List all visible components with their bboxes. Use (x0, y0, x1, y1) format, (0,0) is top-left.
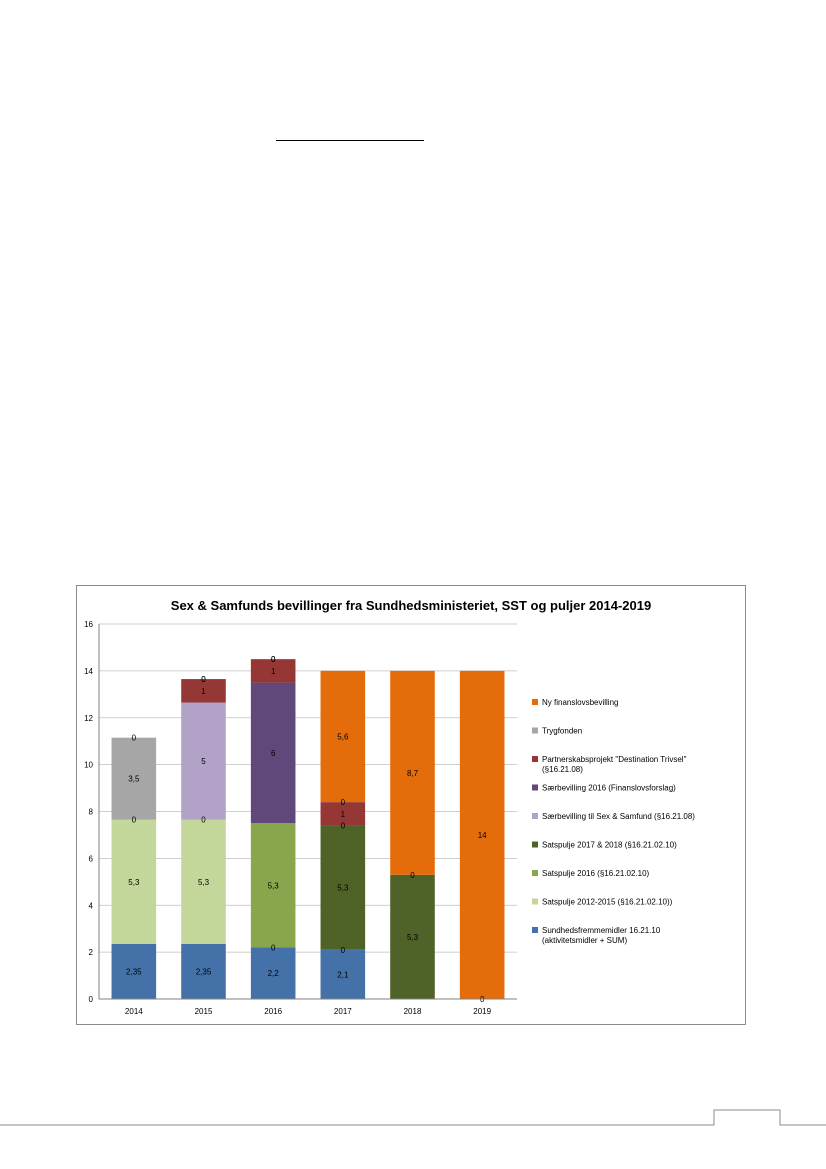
data-label: 0 (271, 943, 276, 952)
legend-swatch (532, 699, 538, 705)
bar-segment (250, 659, 296, 683)
legend-swatch (532, 756, 538, 762)
bar-segment (320, 825, 366, 950)
data-label: 5,3 (337, 884, 349, 893)
bar-segment (111, 943, 157, 999)
data-label: 0 (201, 816, 206, 825)
y-tick-label: 12 (84, 714, 93, 723)
data-label: 1 (201, 687, 206, 696)
chart-title: Sex & Samfunds bevillinger fra Sundhedsm… (171, 598, 651, 613)
data-label: 5,3 (268, 881, 280, 890)
bar-segment (250, 947, 296, 999)
data-label: 5,3 (407, 933, 419, 942)
data-label: 8,7 (407, 769, 419, 778)
data-label: 0 (341, 798, 346, 807)
legend-label: Satspulje 2012-2015 (§16.21.02.10)) (542, 898, 673, 907)
y-tick-label: 6 (89, 854, 94, 863)
stacked-bar-chart: Sex & Samfunds bevillinger fra Sundhedsm… (84, 598, 695, 1016)
legend-swatch (532, 841, 538, 848)
legend-swatch (532, 784, 538, 791)
y-tick-label: 0 (89, 995, 94, 1004)
x-tick-label: 2015 (195, 1007, 213, 1016)
chart-frame: Sex & Samfunds bevillinger fra Sundhedsm… (76, 585, 746, 1025)
data-label: 0 (201, 675, 206, 684)
y-tick-label: 14 (84, 667, 93, 676)
data-label: 0 (341, 946, 346, 955)
data-label: 14 (478, 831, 487, 840)
bar-segment (390, 874, 435, 999)
bar-segment (181, 702, 226, 820)
legend-swatch (532, 898, 538, 905)
legend-swatch (532, 927, 538, 933)
data-label: 2,1 (337, 970, 349, 979)
bar-segment (320, 802, 366, 826)
bar-segment (111, 819, 157, 944)
legend-swatch (532, 727, 538, 734)
legend-label: Ny finanslovsbevilling (542, 698, 618, 707)
data-label: 0 (410, 871, 415, 880)
data-label: 0 (201, 675, 206, 684)
legend-label: Trygfonden (542, 727, 582, 736)
bar-segment (250, 682, 296, 824)
y-tick-label: 2 (89, 948, 94, 957)
data-label: 6 (271, 749, 276, 758)
y-tick-label: 10 (84, 761, 93, 770)
legend-label: Satspulje 2017 & 2018 (§16.21.02.10) (542, 841, 677, 850)
bar-segment (181, 819, 226, 944)
legend: Ny finanslovsbevilling Trygfonden Partners… (532, 698, 695, 945)
x-tick-label: 2017 (334, 1007, 352, 1016)
bar-segment (390, 670, 435, 875)
bar-segment (181, 943, 226, 999)
data-label: 0 (132, 816, 137, 825)
data-label: 0 (132, 734, 137, 743)
legend-label: Særbevilling til Sex & Samfund (§16.21.0… (542, 812, 695, 821)
data-label: 0 (271, 655, 276, 664)
bar-segment (320, 670, 366, 803)
legend-swatch (532, 813, 538, 819)
legend-label: Partnerskabsprojekt "Destination Trivsel… (542, 755, 687, 774)
legend-label: Satspulje 2016 (§16.21.02.10) (542, 869, 650, 878)
x-tick-label: 2019 (473, 1007, 491, 1016)
data-label: 3,5 (128, 775, 140, 784)
bar-segment (320, 949, 366, 999)
data-label: 2,2 (268, 969, 280, 978)
legend-swatch (532, 870, 538, 876)
legend-label: Sundhedsfremmemidler 16.21.10 (aktivitets… (542, 926, 661, 945)
bars (111, 659, 505, 999)
data-label: 5 (201, 757, 206, 766)
data-label: 0 (271, 655, 276, 664)
bar-segment (111, 737, 157, 820)
data-label: 1 (271, 667, 276, 676)
bar-segment (181, 679, 226, 703)
y-tick-label: 4 (89, 901, 94, 910)
x-tick-label: 2016 (264, 1007, 282, 1016)
y-tick-label: 8 (89, 808, 94, 817)
x-tick-label: 2018 (404, 1007, 422, 1016)
data-label: 5,6 (337, 733, 349, 742)
data-label: 2,35 (196, 967, 212, 976)
data-label: 2,35 (126, 967, 142, 976)
data-label: 1 (341, 810, 346, 819)
bar-segment (250, 823, 296, 948)
header-rule (276, 140, 424, 141)
x-tick-label: 2014 (125, 1007, 143, 1016)
data-label: 5,3 (128, 878, 140, 887)
bar-segment (459, 670, 505, 999)
y-tick-label: 16 (84, 620, 93, 629)
gridlines (99, 623, 517, 1000)
data-labels: 2,355,303,502,355,3051002,205,361002,105… (126, 655, 487, 1004)
data-label: 0 (341, 822, 346, 831)
data-label: 5,3 (198, 878, 210, 887)
legend-label: Særbevilling 2016 (Finanslovsforslag) (542, 784, 676, 793)
